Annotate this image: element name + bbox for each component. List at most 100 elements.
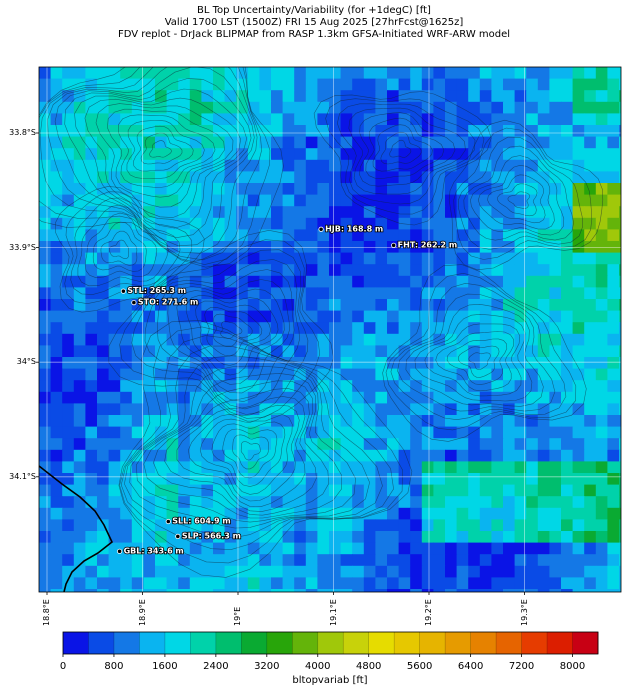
- grid-cell: [456, 78, 469, 91]
- grid-cell: [619, 333, 621, 346]
- grid-cell: [62, 426, 75, 439]
- grid-cell: [491, 345, 504, 358]
- grid-cell: [340, 461, 353, 474]
- grid-cell: [421, 496, 434, 509]
- grid-cell: [108, 333, 121, 346]
- grid-cell: [514, 299, 527, 312]
- grid-cell: [62, 531, 75, 544]
- grid-cell: [352, 461, 365, 474]
- grid-cell: [247, 217, 260, 230]
- grid-cell: [62, 380, 75, 393]
- contour-line: [359, 112, 456, 187]
- grid-cell: [595, 565, 608, 578]
- grid-cell: [479, 287, 492, 300]
- grid-cell: [561, 554, 574, 567]
- station-label: SLP: 566.3 m: [182, 531, 241, 540]
- grid-cell: [340, 589, 353, 592]
- grid-cell: [375, 171, 388, 184]
- grid-cell: [213, 148, 226, 161]
- grid-cell: [421, 310, 434, 323]
- grid-cell: [224, 438, 237, 451]
- grid-cell: [619, 287, 621, 300]
- title-line-1: BL Top Uncertainty/Variability (for +1de…: [197, 5, 431, 16]
- grid-cell: [97, 484, 110, 497]
- grid-cell: [537, 78, 550, 91]
- grid-cell: [201, 438, 214, 451]
- station-label: STO: 271.6 m: [138, 298, 198, 307]
- grid-cell: [456, 438, 469, 451]
- grid-cell: [340, 322, 353, 335]
- grid-cell: [561, 275, 574, 288]
- grid-cell: [166, 484, 179, 497]
- grid-cell: [259, 484, 272, 497]
- grid-cell: [97, 589, 110, 592]
- grid-cell: [178, 391, 191, 404]
- grid-cell: [247, 461, 260, 474]
- grid-cell: [282, 171, 295, 184]
- grid-cell: [305, 136, 318, 149]
- grid-cell: [317, 159, 330, 172]
- grid-cell: [271, 368, 284, 381]
- contour-line: [458, 136, 584, 250]
- grid-cell: [375, 241, 388, 254]
- grid-cell: [363, 241, 376, 254]
- grid-cell: [201, 333, 214, 346]
- grid-cell: [398, 125, 411, 138]
- grid-cell: [619, 217, 621, 230]
- longitude-label: 19.3°E: [519, 599, 529, 626]
- grid-cell: [108, 438, 121, 451]
- grid-cell: [584, 415, 597, 428]
- grid-cell: [143, 484, 156, 497]
- grid-cell: [526, 473, 539, 486]
- grid-cell: [39, 531, 52, 544]
- grid-cell: [595, 229, 608, 242]
- grid-cell: [456, 252, 469, 265]
- grid-cell: [73, 136, 86, 149]
- grid-cell: [340, 136, 353, 149]
- grid-cell: [340, 206, 353, 219]
- grid-cell: [189, 206, 202, 219]
- grid-cell: [247, 241, 260, 254]
- grid-cell: [97, 113, 110, 126]
- grid-cell: [259, 241, 272, 254]
- grid-cell: [131, 136, 144, 149]
- grid-cell: [73, 264, 86, 277]
- grid-cell: [340, 299, 353, 312]
- grid-cell: [491, 148, 504, 161]
- contour-line: [92, 221, 147, 272]
- grid-cell: [317, 310, 330, 323]
- grid-cell: [97, 299, 110, 312]
- grid-cell: [224, 357, 237, 370]
- grid-cell: [120, 310, 133, 323]
- grid-cell: [39, 252, 52, 265]
- grid-cell: [514, 67, 527, 80]
- grid-cell: [189, 183, 202, 196]
- grid-cell: [398, 252, 411, 265]
- grid-cell: [456, 484, 469, 497]
- grid-cell: [155, 554, 168, 567]
- grid-cell: [224, 183, 237, 196]
- grid-cell: [445, 577, 458, 590]
- grid-cell: [294, 310, 307, 323]
- grid-cell: [352, 264, 365, 277]
- grid-cell: [50, 299, 63, 312]
- grid-cell: [294, 496, 307, 509]
- grid-cell: [445, 542, 458, 555]
- grid-cell: [561, 78, 574, 91]
- grid-cell: [178, 125, 191, 138]
- grid-cell: [479, 275, 492, 288]
- grid-cell: [85, 333, 98, 346]
- grid-cell: [619, 125, 621, 138]
- grid-cell: [561, 159, 574, 172]
- grid-cell: [572, 542, 585, 555]
- grid-cell: [375, 333, 388, 346]
- grid-cell: [387, 461, 400, 474]
- grid-cell: [189, 333, 202, 346]
- grid-cell: [561, 101, 574, 114]
- grid-cell: [387, 554, 400, 567]
- grid-cell: [398, 438, 411, 451]
- grid-cell: [410, 415, 423, 428]
- grid-cell: [456, 473, 469, 486]
- grid-cell: [607, 415, 620, 428]
